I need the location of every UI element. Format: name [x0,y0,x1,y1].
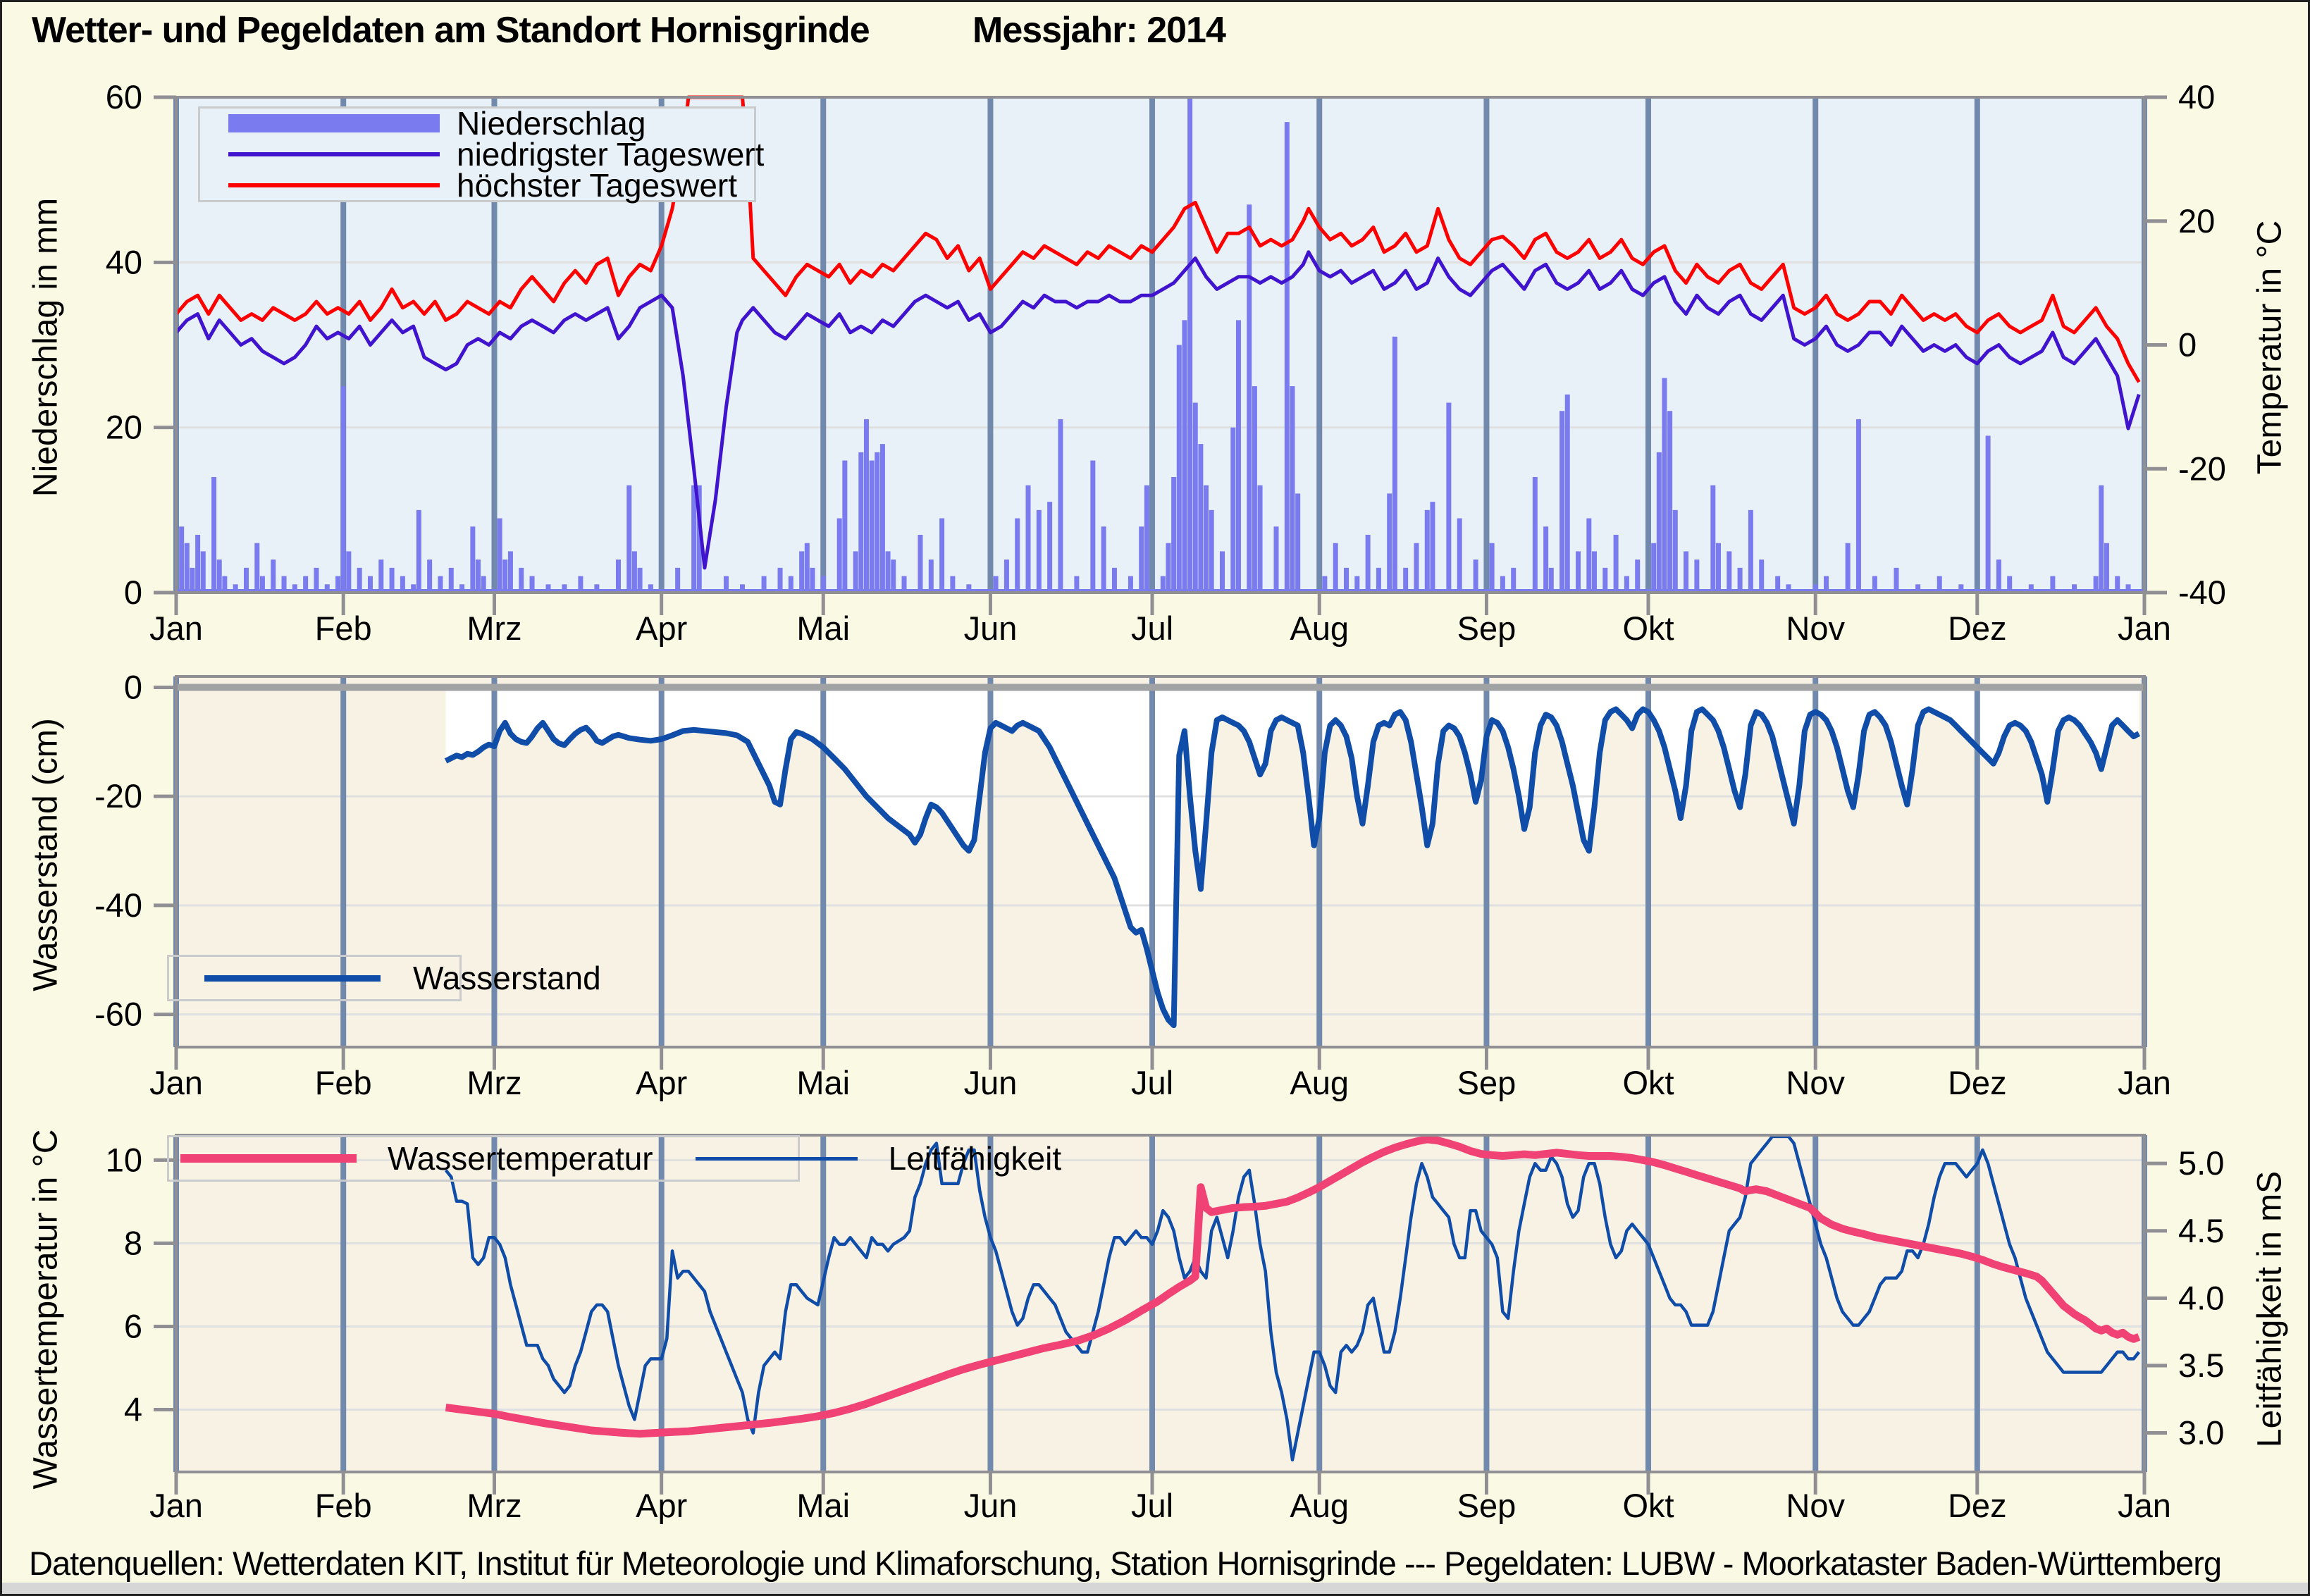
svg-text:4.5: 4.5 [2178,1212,2224,1249]
legend-label: Niederschlag [457,105,646,142]
wassertemperatur-line [445,1135,2141,1438]
svg-text:Jun: Jun [964,610,1018,647]
svg-text:3.0: 3.0 [2178,1414,2224,1452]
svg-text:Feb: Feb [315,610,372,647]
wassertemperatur-line-swatch [180,1154,357,1163]
svg-text:Mai: Mai [796,1064,850,1101]
y-axis-title-wassertemperatur: Wassertemperatur in °C [27,1129,65,1490]
legend-label: Wassertemperatur [388,1140,653,1177]
svg-text:Aug: Aug [1290,610,1349,647]
legend-label: niedrigster Tageswert [457,136,765,173]
legend-item-tmax: höchster Tageswert [228,167,747,204]
legend-label: Wasserstand [413,960,601,996]
svg-text:Jul: Jul [1131,610,1173,647]
svg-text:Jul: Jul [1131,1487,1173,1524]
figure-header: Wetter- und Pegeldaten am Standort Horni… [32,9,1226,66]
svg-text:Sep: Sep [1457,1064,1517,1101]
svg-text:Jan: Jan [2118,1064,2171,1101]
svg-text:Dez: Dez [1948,1487,2007,1524]
svg-text:-20: -20 [94,777,142,815]
svg-text:Mrz: Mrz [467,1487,521,1524]
water-temp-conductivity-chart: 4 6 8 10 3.0 3.5 4.0 4.5 5.0 Jan Feb Mrz Apr Mai Jun Ju… [106,1134,2224,1524]
svg-text:Jan: Jan [149,610,203,647]
svg-text:Okt: Okt [1622,1064,1674,1101]
bottom-window-strip [2,1583,2308,1594]
svg-text:Apr: Apr [636,1064,687,1101]
svg-text:Nov: Nov [1786,1487,1845,1524]
svg-text:Okt: Okt [1622,1487,1674,1524]
tmax-line [175,95,2141,383]
leitfaehigkeit-line [444,1134,2141,1462]
svg-text:Mai: Mai [796,1487,850,1524]
svg-text:Aug: Aug [1290,1487,1349,1524]
svg-text:3.5: 3.5 [2178,1347,2224,1384]
svg-text:10: 10 [106,1141,142,1178]
svg-text:Sep: Sep [1457,610,1517,647]
svg-text:Jan: Jan [2118,1487,2171,1524]
legend-label: Leitfähigkeit [888,1140,1062,1177]
svg-text:40: 40 [2178,78,2215,116]
svg-text:Mrz: Mrz [467,610,521,647]
svg-text:Dez: Dez [1948,610,2007,647]
svg-text:-20: -20 [2178,450,2226,487]
precipitation-bars [179,97,2131,593]
water-level-area [445,687,2139,1026]
svg-text:0: 0 [124,668,142,705]
svg-text:Jun: Jun [964,1064,1018,1101]
svg-text:Mrz: Mrz [467,1064,521,1101]
svg-text:60: 60 [106,78,142,116]
svg-text:20: 20 [106,409,142,446]
svg-text:Jun: Jun [964,1487,1018,1524]
svg-text:-40: -40 [94,886,142,924]
svg-text:Dez: Dez [1948,1064,2007,1101]
svg-text:Okt: Okt [1622,610,1674,647]
svg-text:Aug: Aug [1290,1064,1349,1101]
y-axis-title-niederschlag: Niederschlag in mm [27,197,65,497]
page-title: Wetter- und Pegeldaten am Standort Horni… [32,10,870,51]
svg-text:Nov: Nov [1786,610,1845,647]
svg-text:20: 20 [2178,202,2215,240]
svg-text:0: 0 [124,574,142,611]
tmin-line-swatch [228,152,440,156]
svg-text:0: 0 [2178,326,2197,364]
tmin-line [175,250,2141,570]
niederschlag-bar-swatch [228,114,440,132]
legend-watertemp-panel: Wassertemperatur Leitfähigkeit [167,1135,1061,1182]
svg-text:Jan: Jan [2118,610,2171,647]
svg-text:Nov: Nov [1786,1064,1845,1101]
svg-text:-40: -40 [2178,574,2226,611]
svg-text:Sep: Sep [1457,1487,1517,1524]
svg-text:Mai: Mai [796,610,850,647]
legend-wasserstand-panel: Wasserstand [167,955,601,1001]
y-axis-title-temperatur: Temperatur in °C [2251,220,2289,475]
svg-text:Feb: Feb [315,1064,372,1101]
svg-text:Jan: Jan [149,1064,203,1101]
svg-text:Jul: Jul [1131,1064,1173,1101]
y-axis-title-wasserstand: Wasserstand (cm) [27,718,65,991]
svg-text:4: 4 [124,1390,142,1428]
leitfaehigkeit-line-swatch [695,1156,858,1161]
legend-item-niederschlag: Niederschlag [228,105,747,142]
svg-text:6: 6 [124,1307,142,1344]
messjahr-label: Messjahr: 2014 [972,10,1226,51]
legend-label: höchster Tageswert [457,167,738,204]
svg-text:8: 8 [124,1224,142,1261]
svg-text:Feb: Feb [315,1487,372,1524]
y-axis-title-leitfaehigkeit: Leitfähigkeit in mS [2251,1170,2289,1448]
legend-item-tmin: niedrigster Tageswert [228,136,764,173]
svg-text:-60: -60 [94,996,142,1033]
svg-text:Jan: Jan [149,1487,203,1524]
svg-text:Apr: Apr [636,610,687,647]
svg-text:40: 40 [106,243,142,280]
svg-text:5.0: 5.0 [2178,1144,2224,1182]
wasserstand-line-swatch [204,975,381,982]
tmax-line-swatch [228,183,440,187]
data-sources-footer: Datenquellen: Wetterdaten KIT, Institut … [29,1545,2222,1582]
svg-text:4.0: 4.0 [2178,1279,2224,1316]
wasserstand-line [444,706,2141,1029]
svg-text:Apr: Apr [636,1487,687,1524]
legend-precipitation-panel: Niederschlag niedrigster Tageswert höchs… [198,105,764,204]
